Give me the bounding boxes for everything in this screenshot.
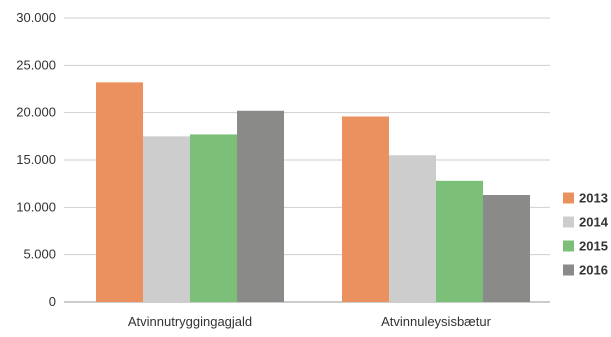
bar-2015-2 [436, 180, 483, 302]
bar-2013-1 [96, 82, 143, 302]
bar-2015-1 [190, 134, 237, 302]
bar-2016-2 [483, 195, 530, 302]
legend-label-2016: 2016 [579, 263, 608, 278]
y-tick-label: 25.000 [16, 57, 56, 72]
y-tick-label: 30.000 [16, 10, 56, 25]
bar-2013-2 [342, 116, 389, 302]
bar-2016-1 [237, 110, 284, 302]
legend-swatch-2015 [563, 240, 574, 252]
legend: 2013 2014 2015 2016 [563, 191, 609, 278]
x-category-label: Atvinnuleysisbætur [381, 314, 491, 329]
legend-label-2013: 2013 [579, 191, 608, 206]
y-tick-label: 0 [49, 294, 56, 309]
legend-label-2015: 2015 [579, 239, 608, 254]
legend-label-2014: 2014 [579, 215, 609, 230]
axes: 0 5.000 10.000 15.000 20.000 25.000 30.000 Atvi… [16, 10, 491, 329]
y-tick-label: 5.000 [23, 247, 56, 262]
legend-swatch-2014 [563, 216, 574, 228]
y-tick-label: 10.000 [16, 199, 56, 214]
bar-2014-2 [389, 155, 436, 302]
bar-2014-1 [143, 136, 190, 302]
bars [96, 82, 530, 302]
legend-swatch-2016 [563, 264, 574, 276]
y-tick-label: 20.000 [16, 105, 56, 120]
y-tick-label: 15.000 [16, 152, 56, 167]
legend-swatch-2013 [563, 192, 574, 204]
x-category-label: Atvinnutryggingagjald [128, 314, 252, 329]
